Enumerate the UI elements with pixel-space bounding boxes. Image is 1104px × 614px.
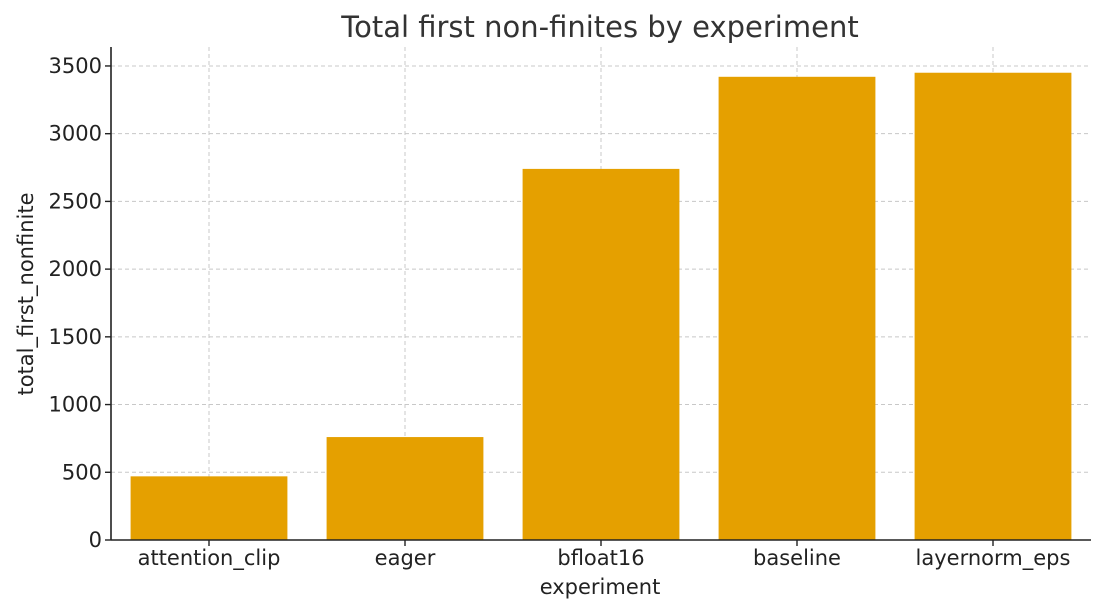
y-tick-label: 3500 (49, 54, 102, 78)
y-tick-label: 500 (62, 460, 102, 484)
bar-baseline (718, 76, 876, 541)
x-tick-label: layernorm_eps (916, 546, 1071, 571)
x-axis-label: experiment (540, 575, 661, 599)
x-tick-label: baseline (753, 546, 841, 570)
chart-title: Total first non-finites by experiment (340, 10, 858, 44)
x-tick-layer: attention_clip eager bfloat16 baseline layer… (138, 540, 1071, 571)
bar-eager (326, 437, 484, 540)
y-tick-label: 1000 (49, 393, 102, 417)
y-axis-label: total_first_nonfinite (14, 192, 39, 395)
x-tick-label: attention_clip (138, 546, 281, 571)
y-tick-label: 0 (89, 528, 102, 552)
y-tick-label: 2500 (49, 189, 102, 213)
bar-layernorm-eps (914, 72, 1072, 540)
y-tick-label: 2000 (49, 257, 102, 281)
y-tick-layer: 0 500 1000 1500 2000 2500 3000 3500 (49, 54, 111, 552)
bar-bfloat16 (522, 168, 680, 540)
bar-layer (130, 72, 1072, 541)
x-tick-label: eager (375, 546, 436, 570)
bar-attention-clip (130, 476, 288, 540)
y-tick-label: 3000 (49, 122, 102, 146)
x-tick-label: bfloat16 (557, 546, 644, 570)
y-tick-label: 1500 (49, 325, 102, 349)
